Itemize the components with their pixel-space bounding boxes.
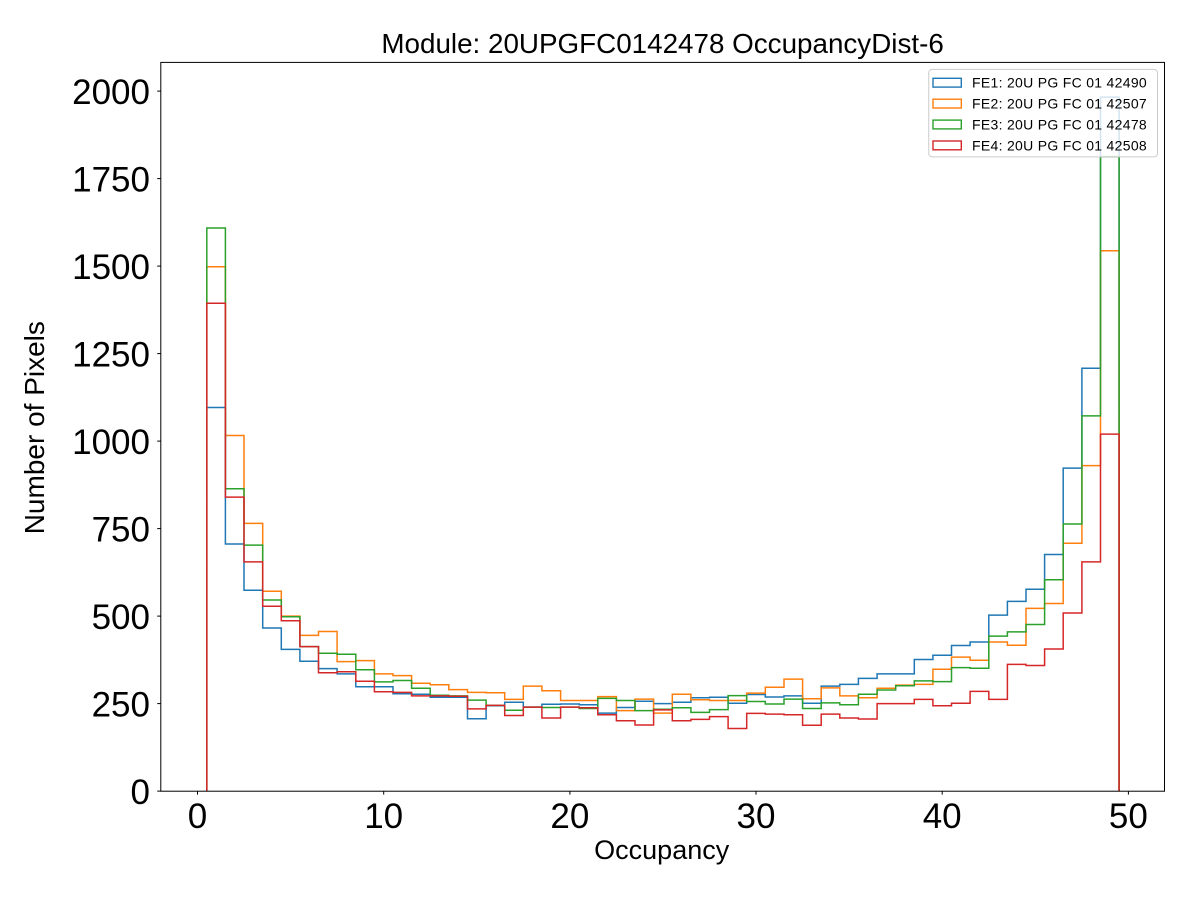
svg-text:0: 0: [131, 773, 150, 812]
svg-text:1750: 1750: [72, 161, 150, 200]
svg-text:FE3: 20U PG FC 01 42478: FE3: 20U PG FC 01 42478: [972, 116, 1147, 132]
svg-text:FE4: 20U PG FC 01 42508: FE4: 20U PG FC 01 42508: [972, 137, 1147, 153]
svg-text:FE1: 20U PG FC 01 42490: FE1: 20U PG FC 01 42490: [972, 75, 1147, 91]
svg-text:FE2: 20U PG FC 01 42507: FE2: 20U PG FC 01 42507: [972, 96, 1147, 112]
svg-text:Number of Pixels: Number of Pixels: [19, 321, 50, 534]
svg-text:10: 10: [364, 797, 403, 836]
svg-text:30: 30: [737, 797, 776, 836]
svg-text:2000: 2000: [72, 73, 150, 112]
svg-text:500: 500: [92, 598, 150, 637]
svg-text:250: 250: [92, 686, 150, 725]
svg-text:1500: 1500: [72, 248, 150, 287]
svg-text:1000: 1000: [72, 423, 150, 462]
svg-text:Module: 20UPGFC0142478 Occupan: Module: 20UPGFC0142478 OccupancyDist-6: [381, 28, 943, 59]
svg-text:0: 0: [188, 797, 207, 836]
svg-text:20: 20: [550, 797, 589, 836]
svg-text:750: 750: [92, 511, 150, 550]
svg-text:1250: 1250: [72, 336, 150, 375]
svg-text:40: 40: [923, 797, 962, 836]
svg-text:50: 50: [1109, 797, 1148, 836]
svg-text:Occupancy: Occupancy: [594, 835, 730, 865]
